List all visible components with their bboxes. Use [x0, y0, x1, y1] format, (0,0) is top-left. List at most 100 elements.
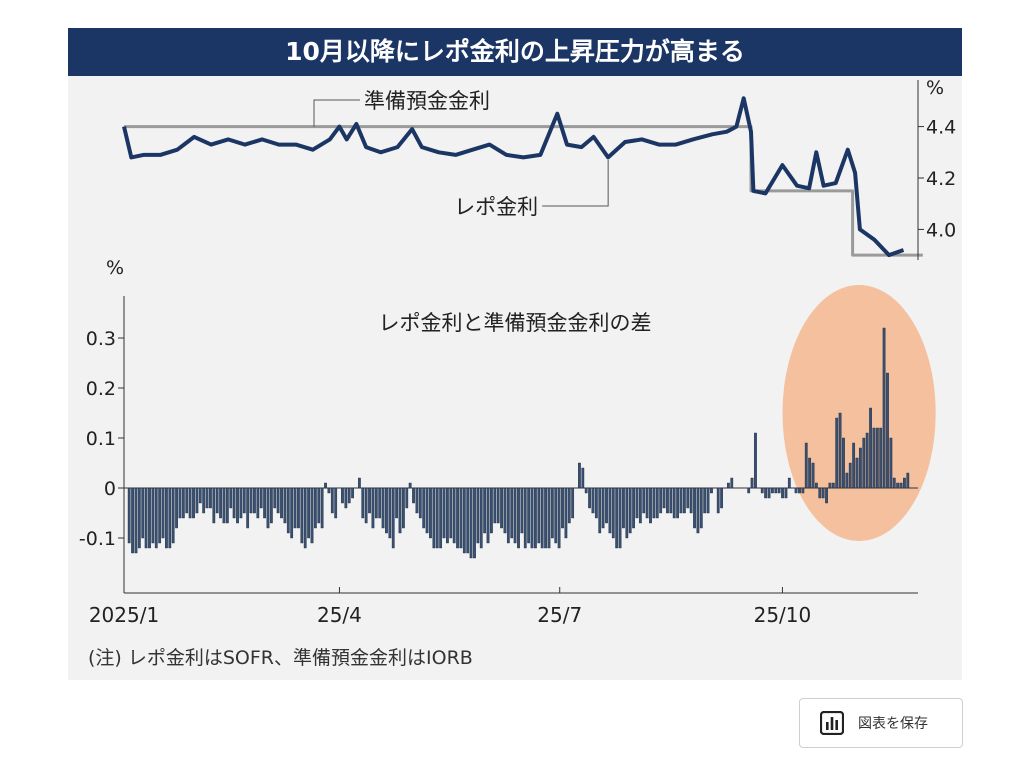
bar: [896, 482, 900, 489]
bar: [608, 487, 612, 534]
bar: [638, 487, 642, 524]
bar: [347, 487, 351, 504]
bar: [185, 487, 189, 514]
bar: [649, 487, 652, 524]
bar: [249, 487, 253, 514]
top-y-tick-label: 4.4: [926, 117, 956, 139]
bar: [137, 487, 141, 549]
bar: [787, 477, 791, 489]
bar: [205, 487, 209, 509]
bar: [506, 487, 510, 544]
bar: [632, 487, 635, 529]
bar: [527, 487, 531, 544]
bar: [297, 487, 300, 529]
bar: [547, 487, 551, 549]
bar: [188, 487, 192, 519]
bar: [358, 477, 361, 489]
bar: [388, 487, 392, 539]
bar: [168, 487, 172, 549]
series-label-iorb: 準備預金金利: [364, 89, 490, 113]
bar: [635, 487, 639, 519]
bar: [554, 487, 558, 544]
bar: [821, 487, 825, 499]
bar: [310, 487, 314, 544]
bar: [642, 487, 646, 514]
iorb-leader-line: [313, 99, 360, 127]
x-tick-label: 25/4: [317, 603, 362, 627]
bar: [198, 487, 202, 504]
bar: [456, 487, 459, 549]
bar: [845, 472, 849, 489]
bar: [903, 477, 906, 489]
bottom-chart-title: レポ金利と準備預金金利の差: [379, 311, 652, 335]
bar: [784, 487, 788, 499]
bar: [236, 487, 239, 524]
bar: [330, 487, 334, 514]
bar: [141, 487, 145, 539]
bar: [869, 407, 872, 489]
bar: [225, 487, 229, 524]
bar: [818, 487, 822, 499]
bar: [777, 487, 781, 494]
bar: [720, 487, 723, 509]
bar: [202, 487, 206, 514]
bar: [479, 487, 483, 549]
bar: [473, 487, 476, 559]
series-line-repo: [122, 96, 905, 258]
chart-note: (注) レポ金利はSOFR、準備預金金利はIORB: [88, 647, 473, 669]
chart-card: 10月以降にレポ金利の上昇圧力が高まる 4.4 4.2 4.0% 0.3 0.2 0.1…: [68, 28, 962, 680]
x-tick-label: 25/10: [754, 603, 812, 627]
bar: [706, 487, 710, 514]
bar: [154, 487, 158, 549]
bar: [415, 487, 419, 514]
bar: [283, 487, 287, 524]
series-line-iorb: [124, 125, 923, 257]
bar: [212, 487, 216, 524]
bar: [899, 482, 903, 489]
bar: [517, 487, 520, 549]
bar: [317, 487, 321, 524]
bar: [307, 487, 310, 539]
bar: [127, 487, 131, 544]
bar: [391, 487, 395, 549]
bar: [144, 487, 148, 549]
bar: [395, 487, 399, 519]
bar: [513, 487, 517, 544]
save-chart-button[interactable]: 図表を保存: [799, 698, 963, 748]
bar: [747, 487, 751, 494]
bar: [293, 487, 297, 529]
bar: [256, 487, 260, 519]
bar: [662, 487, 666, 509]
bar: [459, 487, 463, 549]
bar: [571, 487, 575, 519]
bar: [178, 487, 182, 519]
bar: [263, 487, 266, 519]
bar: [290, 487, 294, 539]
bar: [209, 487, 212, 509]
bar: [544, 487, 547, 549]
bar: [222, 487, 226, 524]
bar: [750, 477, 754, 489]
bar: [500, 487, 503, 529]
bar: [615, 487, 619, 549]
bar: [561, 487, 564, 529]
bar: [842, 437, 845, 489]
bar: [148, 487, 151, 549]
bar: [828, 482, 832, 489]
bar: [601, 487, 605, 529]
bottom-y-tick-label: -0.1: [79, 528, 116, 550]
bar: [381, 487, 385, 529]
bar: [825, 487, 828, 504]
chart-title: 10月以降にレポ金利の上昇圧力が高まる: [68, 28, 962, 76]
bar: [483, 487, 487, 534]
bar: [611, 487, 615, 539]
bar: [540, 487, 544, 549]
bar: [666, 487, 669, 514]
bar: [341, 487, 344, 504]
bar: [219, 487, 222, 519]
bar: [811, 462, 815, 489]
bar: [280, 487, 283, 519]
bar: [313, 487, 317, 529]
bar: [682, 487, 686, 514]
bar: [862, 437, 866, 489]
